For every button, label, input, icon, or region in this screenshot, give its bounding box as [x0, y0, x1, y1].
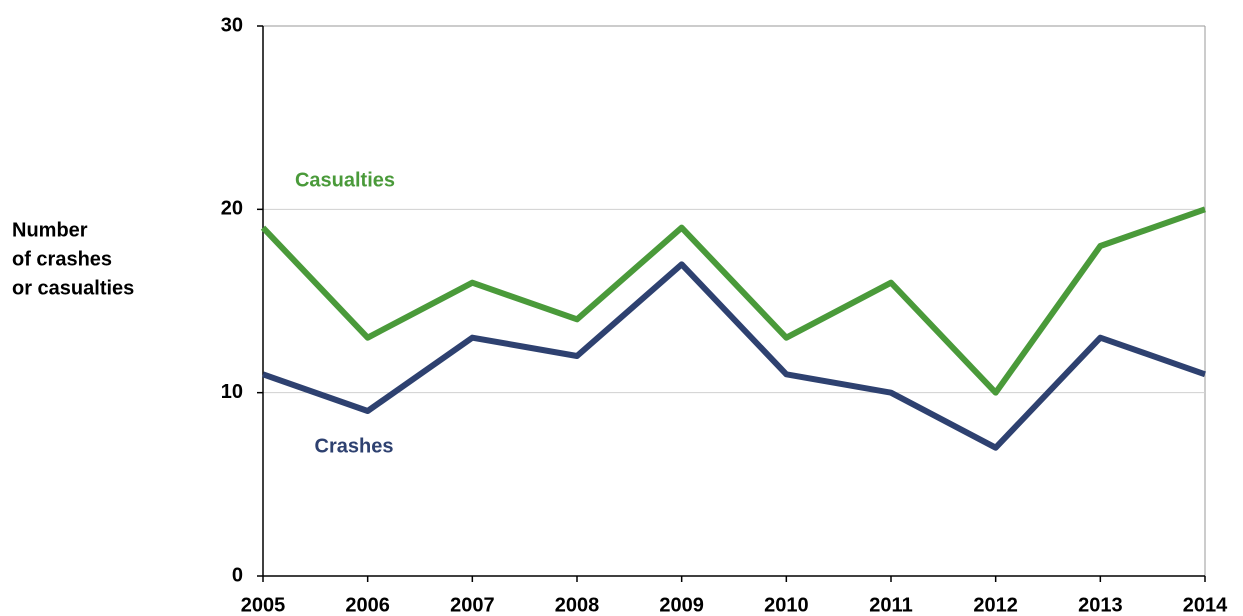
x-tick-label: 2005 [241, 594, 286, 616]
x-tick-label: 2010 [764, 594, 809, 616]
x-tick-label: 2009 [659, 594, 704, 616]
x-tick-label: 2007 [450, 594, 495, 616]
y-tick-label: 10 [221, 381, 243, 403]
y-tick-label: 20 [221, 198, 243, 220]
series-label: Crashes [315, 435, 394, 457]
series-line [262, 261, 1206, 451]
x-tick-label: 2014 [1183, 594, 1228, 616]
x-tick-label: 2013 [1078, 594, 1123, 616]
y-tick-label: 0 [232, 564, 243, 586]
y-axis-label: or casualties [12, 277, 134, 299]
y-axis-label: Number [12, 219, 88, 241]
x-tick-label: 2006 [345, 594, 390, 616]
x-tick-label: 2012 [973, 594, 1018, 616]
x-tick-label: 2011 [869, 594, 912, 616]
x-tick-label: 2008 [555, 594, 600, 616]
y-axis-label: of crashes [12, 248, 112, 270]
y-tick-label: 30 [221, 14, 243, 36]
series-line [260, 206, 1206, 396]
series-label: Casualties [295, 169, 395, 191]
